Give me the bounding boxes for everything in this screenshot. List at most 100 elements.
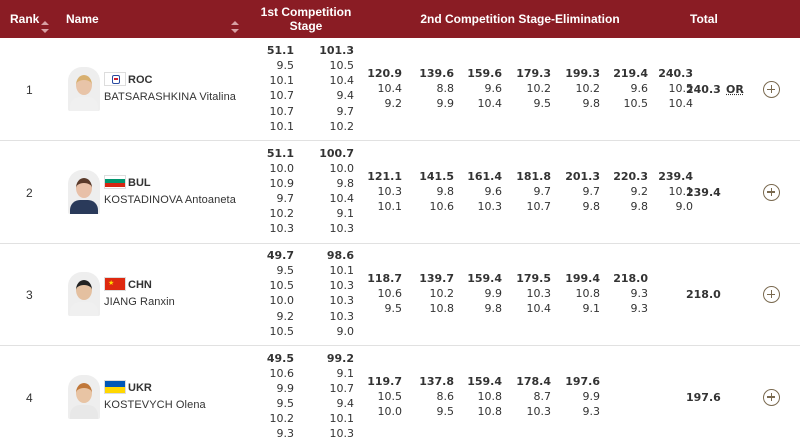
stage2-shot: 8.6 [436, 389, 455, 403]
column-second-stage: 2nd Competition Stage-Elimination [360, 0, 680, 38]
stage2-shot: 10.8 [429, 302, 455, 315]
stage2-shot: 9.0 [675, 199, 694, 213]
stage1-shot: 9.5 [276, 59, 295, 72]
stage2-shot: 10.5 [668, 82, 694, 95]
stage2-shot: 10.5 [377, 389, 403, 403]
stage2-cumulative-total: 197.6 [565, 374, 600, 388]
total-score: 239.4 [686, 185, 721, 199]
column-rank[interactable]: Rank [10, 0, 39, 38]
stage1-series-total: 49.5 [266, 351, 294, 365]
stage1-series-total: 51.1 [266, 146, 294, 160]
stage1-shot: 10.3 [329, 279, 355, 293]
stage1-shot: 10.0 [269, 294, 295, 308]
stage2-cumulative-total: 139.7 [419, 272, 454, 285]
stage1-shot: 9.4 [336, 396, 355, 410]
stage2-shot: 10.6 [429, 199, 455, 213]
stage1-shot: 10.3 [329, 309, 355, 323]
stage2-shot: 9.6 [484, 184, 503, 198]
table-row: 1 ROC BATSARASHKINA Vitalina 51.1 101.3 9.5 1… [0, 39, 800, 141]
stage2-cumulative-total: 219.4 [613, 67, 648, 80]
stage1-shot: 9.4 [336, 89, 355, 103]
column-total-label: Total [690, 12, 718, 26]
stage2-cumulative-total: 199.4 [565, 272, 600, 285]
rank-value: 2 [26, 185, 33, 200]
stage1-shot: 10.3 [329, 222, 355, 236]
record-badge[interactable]: OR [726, 83, 744, 96]
stage1-shot: 9.5 [276, 264, 295, 277]
stage1-shot: 9.9 [276, 381, 295, 395]
athlete-name: BATSARASHKINA Vitalina [104, 91, 237, 103]
athlete-photo [68, 374, 100, 419]
plus-circle-icon[interactable] [763, 388, 780, 406]
stage2-cumulative-total: 181.8 [516, 169, 551, 183]
noc-code: UKR [128, 381, 152, 394]
stage2-cumulative-total: 139.6 [419, 67, 454, 80]
stage2-shot: 10.8 [477, 389, 503, 403]
stage2-shot: 9.5 [436, 404, 455, 418]
athlete-name: KOSTEVYCH Olena [104, 398, 206, 411]
plus-circle-icon[interactable] [763, 81, 780, 98]
noc-code: ROC [128, 74, 153, 86]
stage2-shot: 9.6 [484, 82, 503, 95]
stage1-series-total: 101.3 [319, 44, 354, 57]
stage2-shot: 10.1 [377, 199, 403, 213]
stage2-shot: 10.3 [526, 287, 552, 300]
stage1-series-total: 98.6 [326, 249, 354, 262]
sort-arrows-icon[interactable] [40, 21, 50, 33]
stage1-series-total: 100.7 [319, 146, 354, 160]
stage1-shot: 9.1 [336, 366, 355, 380]
stage2-cumulative-total: 141.5 [419, 169, 454, 183]
stage1-shot: 10.3 [329, 294, 355, 308]
stage2-shot: 9.7 [582, 184, 601, 198]
stage2-cumulative-total: 199.3 [565, 67, 600, 80]
stage2-shot: 9.8 [582, 97, 601, 110]
stage1-shot: 10.2 [269, 412, 295, 426]
stage1-shot: 9.8 [336, 176, 355, 190]
stage2-shot: 9.9 [484, 287, 503, 300]
stage2-cumulative-total: 121.1 [367, 169, 402, 183]
stage2-shot: 10.2 [575, 82, 601, 95]
stage2-shot: 10.3 [526, 404, 552, 418]
stage2-cumulative-total: 240.3 [658, 67, 693, 80]
athlete-photo [68, 272, 100, 316]
column-first-stage: 1st Competition Stage [258, 0, 354, 38]
stage2-shot: 10.4 [377, 82, 403, 95]
sort-arrows-icon[interactable] [230, 21, 240, 33]
stage1-shot: 9.0 [336, 324, 355, 338]
stage2-cumulative-total: 201.3 [565, 169, 600, 183]
stage2-shot: 10.8 [575, 287, 601, 300]
column-name-label: Name [66, 12, 99, 26]
stage2-shot: 9.2 [630, 184, 649, 198]
stage2-shot: 9.7 [533, 184, 552, 198]
stage2-cumulative-total: 119.7 [367, 374, 402, 388]
plus-circle-icon[interactable] [763, 286, 780, 303]
noc-code: BUL [128, 176, 151, 189]
table-row: 3 ★ CHN JIANG Ranxin 49.7 98.6 9.5 10.1 10.5 10.… [0, 244, 800, 346]
stage1-series-total: 49.7 [266, 249, 294, 262]
stage2-shot: 10.2 [429, 287, 455, 300]
stage2-shot: 9.3 [630, 302, 649, 315]
stage1-shot: 10.6 [269, 366, 295, 380]
stage2-cumulative-total: 118.7 [367, 272, 402, 285]
stage2-shot: 10.4 [526, 302, 552, 315]
stage2-cumulative-total: 179.5 [516, 272, 551, 285]
column-name[interactable]: Name [66, 0, 99, 38]
noc-code: CHN [128, 279, 152, 291]
stage2-shot: 9.9 [436, 97, 455, 110]
plus-circle-icon[interactable] [763, 183, 780, 201]
stage1-shot: 9.1 [336, 207, 355, 221]
stage1-shot: 9.2 [276, 309, 295, 323]
column-first-stage-label: 1st Competition Stage [260, 5, 352, 33]
stage2-shot: 10.2 [526, 82, 552, 95]
stage2-shot: 10.1 [668, 184, 694, 198]
stage1-shot: 10.5 [269, 324, 295, 338]
rank-value: 3 [26, 288, 33, 302]
flag-icon [104, 72, 126, 86]
stage2-shot: 9.5 [533, 97, 552, 110]
stage1-shot: 10.1 [269, 119, 295, 133]
stage1-shot: 10.2 [269, 207, 295, 221]
stage2-shot: 10.4 [477, 97, 503, 110]
stage1-series-total: 99.2 [326, 351, 354, 365]
athlete-name: JIANG Ranxin [104, 296, 175, 308]
athlete-photo [68, 169, 100, 214]
